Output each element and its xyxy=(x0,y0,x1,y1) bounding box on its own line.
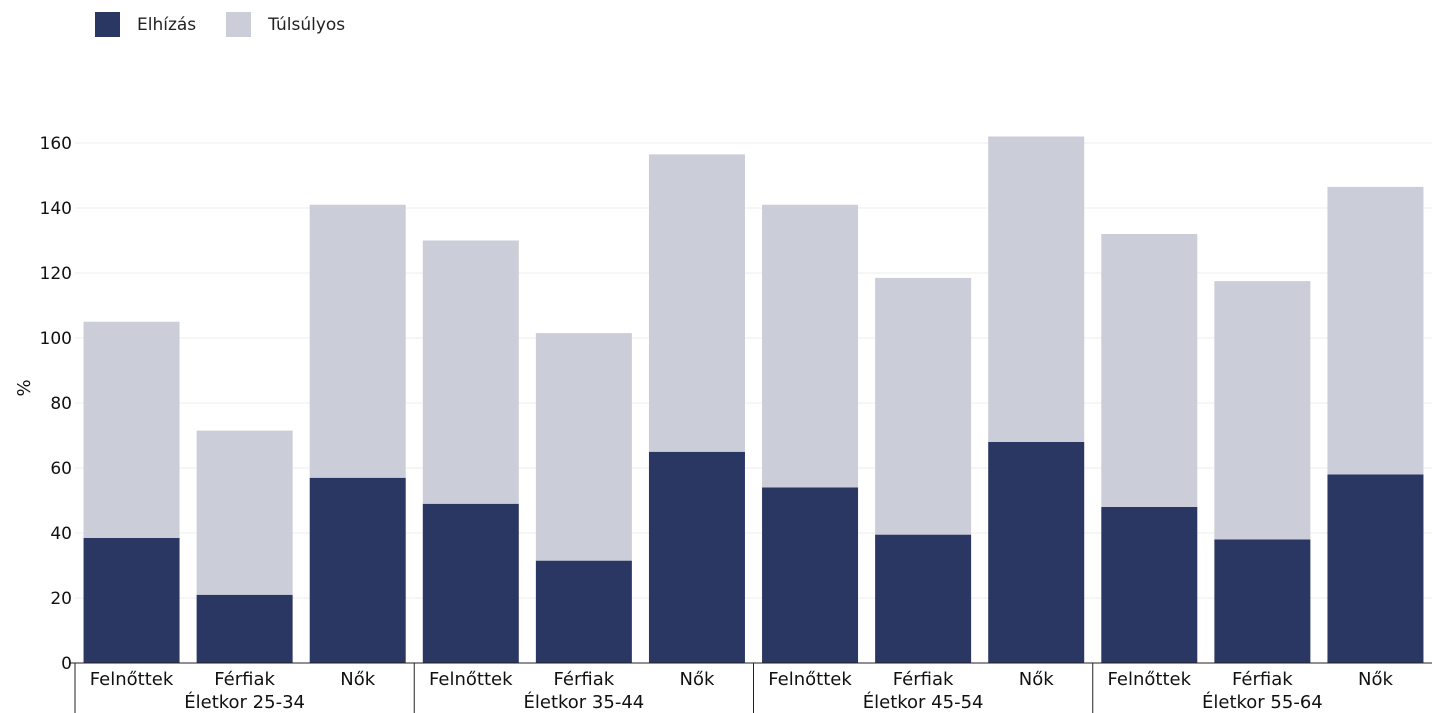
bar-elhizas[interactable] xyxy=(1327,474,1424,664)
bar-tulsulyos[interactable] xyxy=(1101,234,1198,507)
bar-elhizas[interactable] xyxy=(1101,507,1198,663)
x-category-label: Nők xyxy=(340,669,375,690)
bar-tulsulyos[interactable] xyxy=(988,136,1085,443)
y-axis-label: % xyxy=(14,379,35,396)
y-tick-label: 0 xyxy=(61,654,72,674)
bar-elhizas[interactable] xyxy=(535,560,632,663)
bar-tulsulyos[interactable] xyxy=(83,321,180,538)
y-tick-label: 40 xyxy=(50,524,72,544)
legend-item-tulsulyos[interactable]: Túlsúlyos xyxy=(226,12,345,37)
x-category-label: Felnőttek xyxy=(429,669,513,690)
bars xyxy=(83,136,1424,664)
x-group-labels: Életkor 25-34 Életkor 35-44 Életkor 45-54 É… xyxy=(184,691,1322,713)
bar-tulsulyos[interactable] xyxy=(875,277,972,535)
bar-elhizas[interactable] xyxy=(988,442,1085,663)
bar-tulsulyos[interactable] xyxy=(762,204,859,488)
axes xyxy=(69,662,1432,713)
x-category-label: Férfiak xyxy=(554,669,615,690)
bar-tulsulyos[interactable] xyxy=(1327,186,1424,475)
legend: Elhízás Túlsúlyos xyxy=(95,12,375,37)
y-tick-label: 100 xyxy=(40,329,72,349)
bar-tulsulyos[interactable] xyxy=(309,204,406,478)
legend-label-elhizas: Elhízás xyxy=(137,14,197,35)
bar-elhizas[interactable] xyxy=(648,451,745,663)
legend-swatch-elhizas xyxy=(95,12,120,37)
bar-elhizas[interactable] xyxy=(83,537,180,663)
legend-item-elhizas[interactable]: Elhízás xyxy=(95,12,196,37)
x-group-label: Életkor 45-54 xyxy=(863,691,984,713)
bar-elhizas[interactable] xyxy=(762,487,859,664)
x-category-label: Férfiak xyxy=(893,669,954,690)
y-tick-label: 160 xyxy=(40,134,72,154)
x-category-label: Felnőttek xyxy=(90,669,174,690)
legend-label-tulsulyos: Túlsúlyos xyxy=(268,14,346,35)
bar-tulsulyos[interactable] xyxy=(1214,281,1311,540)
x-group-label: Életkor 25-34 xyxy=(184,691,305,713)
x-category-label: Nők xyxy=(680,669,715,690)
bar-tulsulyos[interactable] xyxy=(196,430,293,595)
y-tick-label: 20 xyxy=(50,589,72,609)
bar-elhizas[interactable] xyxy=(1214,539,1311,664)
grid-lines xyxy=(75,142,1432,599)
y-tick-label: 80 xyxy=(50,394,72,414)
x-category-label: Nők xyxy=(1358,669,1393,690)
bar-tulsulyos[interactable] xyxy=(422,240,519,504)
y-tick-label: 120 xyxy=(40,264,72,284)
bar-elhizas[interactable] xyxy=(875,534,972,663)
y-tick-labels: 0 20 40 60 80 100 120 140 160 xyxy=(40,134,72,674)
x-group-label: Életkor 55-64 xyxy=(1202,691,1323,713)
x-group-label: Életkor 35-44 xyxy=(524,691,645,713)
y-tick-label: 140 xyxy=(40,199,72,219)
x-category-label: Férfiak xyxy=(214,669,275,690)
x-category-label: Nők xyxy=(1019,669,1054,690)
bar-elhizas[interactable] xyxy=(196,594,293,663)
x-category-label: Felnőttek xyxy=(768,669,852,690)
x-category-label: Férfiak xyxy=(1232,669,1293,690)
bar-tulsulyos[interactable] xyxy=(648,154,745,452)
bar-elhizas[interactable] xyxy=(309,477,406,663)
bar-tulsulyos[interactable] xyxy=(535,333,632,561)
legend-swatch-tulsulyos xyxy=(226,12,252,37)
x-category-labels: Felnőttek Férfiak Nők Felnőttek Férfiak Nők Fe… xyxy=(90,669,1394,690)
bar-elhizas[interactable] xyxy=(422,503,519,663)
x-category-label: Felnőttek xyxy=(1108,669,1192,690)
y-tick-label: 60 xyxy=(50,459,72,479)
